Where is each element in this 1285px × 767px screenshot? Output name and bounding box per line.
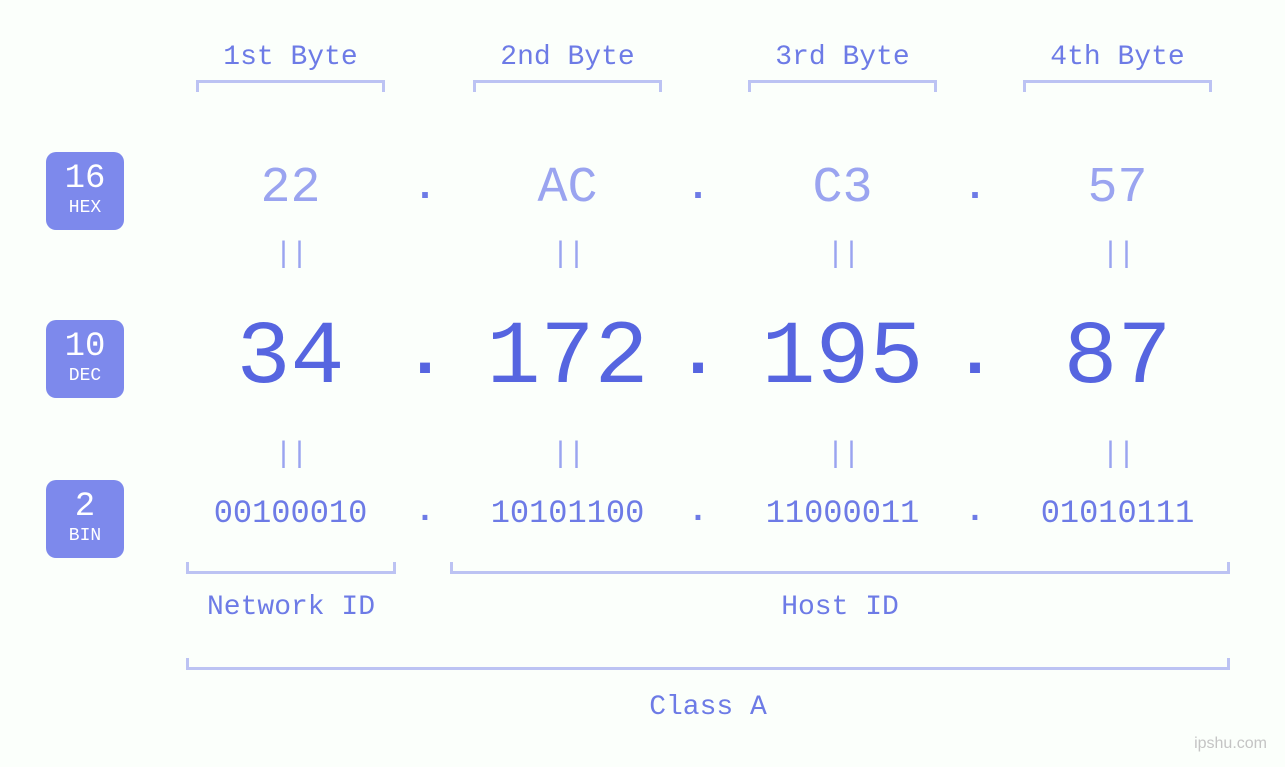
dec-byte-3: 195 (730, 308, 955, 410)
watermark: ipshu.com (1194, 735, 1267, 753)
badge-bin-label: BIN (69, 526, 101, 548)
badge-bin-num: 2 (75, 490, 95, 524)
hex-dot-1: . (400, 166, 450, 211)
byte-header-1: 1st Byte (178, 42, 403, 73)
byte-header-3: 3rd Byte (730, 42, 955, 73)
hex-dot-2: . (673, 166, 723, 211)
bracket-byte-2 (473, 80, 662, 92)
bin-dot-3: . (950, 493, 1000, 531)
dec-dot-2: . (673, 316, 723, 395)
eq-dec-bin-1: || (178, 438, 403, 472)
bin-dot-2: . (673, 493, 723, 531)
dec-dot-3: . (950, 316, 1000, 395)
badge-bin: 2 BIN (46, 480, 124, 558)
dec-byte-4: 87 (1005, 308, 1230, 410)
badge-dec-label: DEC (69, 366, 101, 388)
hex-byte-4: 57 (1005, 160, 1230, 217)
label-host-id: Host ID (450, 592, 1230, 623)
bracket-host (450, 562, 1230, 574)
eq-dec-bin-2: || (455, 438, 680, 472)
eq-dec-bin-3: || (730, 438, 955, 472)
hex-byte-2: AC (455, 160, 680, 217)
bin-byte-3: 11000011 (730, 495, 955, 532)
eq-hex-dec-2: || (455, 238, 680, 272)
byte-header-4: 4th Byte (1005, 42, 1230, 73)
bin-dot-1: . (400, 493, 450, 531)
badge-dec: 10 DEC (46, 320, 124, 398)
hex-byte-3: C3 (730, 160, 955, 217)
badge-dec-num: 10 (65, 330, 106, 364)
bracket-class (186, 658, 1230, 670)
bin-byte-2: 10101100 (455, 495, 680, 532)
badge-hex: 16 HEX (46, 152, 124, 230)
hex-dot-3: . (950, 166, 1000, 211)
bracket-network (186, 562, 396, 574)
badge-hex-label: HEX (69, 198, 101, 220)
byte-header-2: 2nd Byte (455, 42, 680, 73)
eq-hex-dec-3: || (730, 238, 955, 272)
bracket-byte-3 (748, 80, 937, 92)
badge-hex-num: 16 (65, 162, 106, 196)
bracket-byte-4 (1023, 80, 1212, 92)
bin-byte-1: 00100010 (178, 495, 403, 532)
eq-hex-dec-1: || (178, 238, 403, 272)
eq-dec-bin-4: || (1005, 438, 1230, 472)
eq-hex-dec-4: || (1005, 238, 1230, 272)
label-network-id: Network ID (186, 592, 396, 623)
bracket-byte-1 (196, 80, 385, 92)
dec-dot-1: . (400, 316, 450, 395)
dec-byte-1: 34 (178, 308, 403, 410)
label-class: Class A (186, 692, 1230, 723)
bin-byte-4: 01010111 (1005, 495, 1230, 532)
dec-byte-2: 172 (455, 308, 680, 410)
hex-byte-1: 22 (178, 160, 403, 217)
